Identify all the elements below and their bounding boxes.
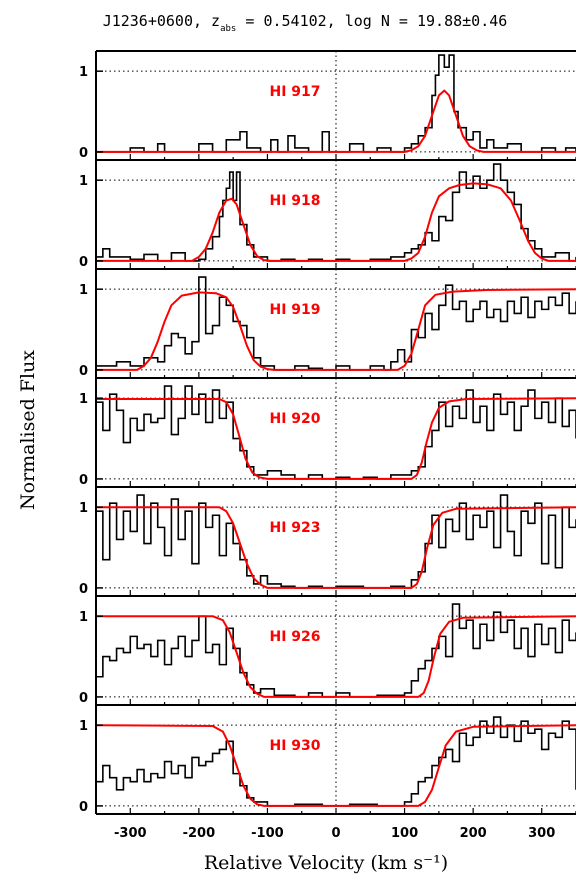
line-label: HI 926 — [269, 629, 320, 645]
line-label: HI 923 — [269, 520, 320, 536]
y-tick-label: 0 — [79, 146, 88, 161]
y-axis-label: Normalised Flux — [17, 350, 39, 510]
y-tick-label: 1 — [79, 65, 88, 80]
model-fit-curve — [96, 288, 576, 371]
model-fit-curve — [96, 506, 576, 589]
y-tick-label: 0 — [79, 255, 88, 270]
flux-data-histogram — [96, 716, 576, 807]
panel-1: 0 1 HI 917 — [79, 50, 576, 161]
y-tick-label: 1 — [79, 392, 88, 407]
y-tick-label: 0 — [79, 364, 88, 379]
panel-4: 0 1 HI 920 — [79, 377, 576, 488]
panel-5: 0 1 HI 923 — [79, 486, 576, 597]
x-tick-label: 0 — [331, 826, 340, 841]
model-fit-curve — [96, 615, 576, 698]
y-tick-label: 1 — [79, 501, 88, 516]
y-tick-label: 1 — [79, 719, 88, 734]
x-tick-label: 200 — [460, 826, 487, 841]
model-fit-curve — [96, 182, 576, 262]
y-tick-label: 1 — [79, 174, 88, 189]
chart-title: J1236+0600, zabs = 0.54102, log N = 19.8… — [103, 12, 508, 34]
y-tick-label: 0 — [79, 473, 88, 488]
panel-stack: 0 1 HI 917 0 1 HI 918 0 1 HI 919 0 1 HI 920 0 1 HI 923… — [79, 50, 576, 815]
x-tick-label: 100 — [391, 826, 418, 841]
title-prefix: J1236+0600, z — [103, 12, 220, 30]
model-fit-curve — [96, 89, 576, 153]
line-label: HI 919 — [269, 302, 320, 318]
x-axis-label: Relative Velocity (km s⁻¹) — [204, 852, 448, 874]
y-tick-label: 0 — [79, 691, 88, 706]
line-label: HI 930 — [269, 738, 320, 754]
line-label: HI 917 — [269, 84, 320, 100]
y-tick-label: 0 — [79, 582, 88, 597]
x-tick-label: 300 — [528, 826, 555, 841]
x-tick-labels: -300 -200 -100 0 100 200 300 — [114, 826, 555, 841]
model-fit-curve — [96, 397, 576, 480]
y-tick-label: 1 — [79, 610, 88, 625]
x-tick-label: -200 — [183, 826, 216, 841]
flux-data-histogram — [96, 385, 576, 480]
y-tick-label: 1 — [79, 283, 88, 298]
panel-3: 0 1 HI 919 — [79, 268, 576, 379]
title-rest: = 0.54102, log N = 19.88±0.46 — [236, 12, 507, 30]
x-tick-label: -100 — [251, 826, 284, 841]
panel-7: 0 1 HI 930 — [79, 704, 576, 815]
panel-6: 0 1 HI 926 — [79, 595, 576, 706]
title-subscript: abs — [220, 24, 236, 34]
line-label: HI 920 — [269, 411, 320, 427]
x-tick-label: -300 — [114, 826, 147, 841]
panel-2: 0 1 HI 918 — [79, 159, 576, 270]
model-fit-curve — [96, 724, 576, 807]
line-label: HI 918 — [269, 193, 320, 209]
y-tick-label: 0 — [79, 800, 88, 815]
